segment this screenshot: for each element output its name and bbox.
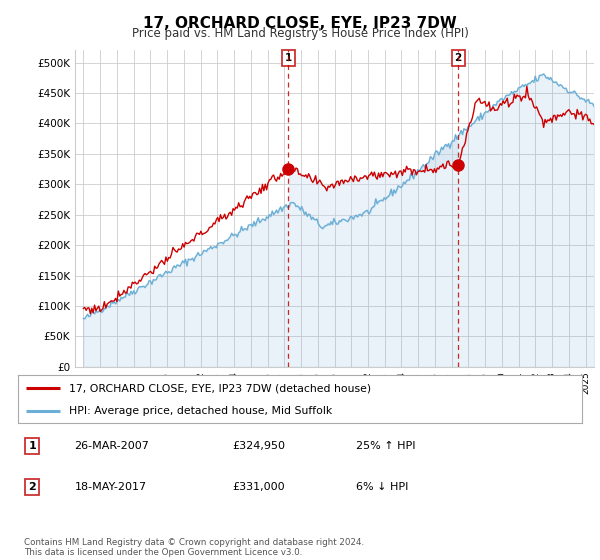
Text: 1: 1	[28, 441, 36, 451]
Text: 6% ↓ HPI: 6% ↓ HPI	[356, 482, 409, 492]
Text: £331,000: £331,000	[232, 482, 285, 492]
Text: 26-MAR-2007: 26-MAR-2007	[74, 441, 149, 451]
Text: £324,950: £324,950	[232, 441, 286, 451]
Text: 18-MAY-2017: 18-MAY-2017	[74, 482, 146, 492]
Text: Contains HM Land Registry data © Crown copyright and database right 2024.
This d: Contains HM Land Registry data © Crown c…	[24, 538, 364, 557]
Text: 17, ORCHARD CLOSE, EYE, IP23 7DW: 17, ORCHARD CLOSE, EYE, IP23 7DW	[143, 16, 457, 31]
Text: 1: 1	[284, 53, 292, 63]
Text: Price paid vs. HM Land Registry's House Price Index (HPI): Price paid vs. HM Land Registry's House …	[131, 27, 469, 40]
Text: 17, ORCHARD CLOSE, EYE, IP23 7DW (detached house): 17, ORCHARD CLOSE, EYE, IP23 7DW (detach…	[69, 383, 371, 393]
Text: 2: 2	[454, 53, 461, 63]
Text: 2: 2	[28, 482, 36, 492]
Text: 25% ↑ HPI: 25% ↑ HPI	[356, 441, 416, 451]
Text: HPI: Average price, detached house, Mid Suffolk: HPI: Average price, detached house, Mid …	[69, 406, 332, 416]
